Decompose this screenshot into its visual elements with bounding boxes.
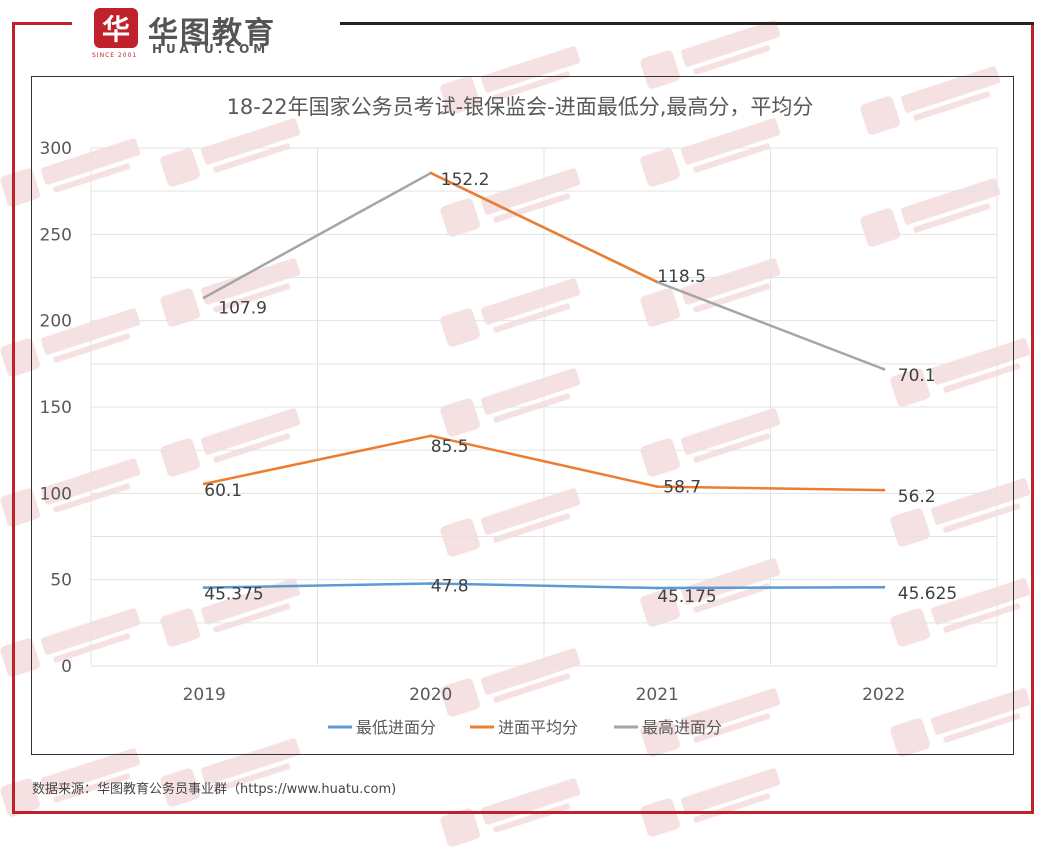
- logo-since: SINCE 2001: [92, 52, 138, 59]
- huatu-logo: 华 华图教育 HUATU.COM SINCE 2001: [92, 6, 322, 60]
- data-label: 58.7: [663, 478, 701, 498]
- series-line-1: [203, 434, 884, 492]
- data-label: 45.175: [657, 587, 716, 607]
- data-labels: 45.375 47.8 45.175 45.625 60.1 85.5 58.7 56.2 10…: [204, 170, 957, 607]
- x-tick-label: 2021: [636, 685, 679, 705]
- y-tick-label: 250: [40, 225, 72, 245]
- data-label: 152.2: [441, 170, 490, 190]
- data-point: [882, 585, 886, 589]
- logo-domain: HUATU.COM: [152, 42, 270, 56]
- legend-label: 最低进面分: [356, 718, 436, 737]
- chart-container: [31, 76, 1014, 755]
- data-label: 45.375: [204, 585, 263, 605]
- grid-lines: [90, 147, 998, 667]
- x-tick-label: 2022: [862, 685, 905, 705]
- y-tick-label: 200: [40, 312, 72, 332]
- y-tick-label: 0: [61, 657, 72, 677]
- frame-bottom-border: [12, 811, 1034, 814]
- y-tick-label: 150: [40, 398, 72, 418]
- series-lines: [202, 171, 886, 590]
- series-line-0: [204, 582, 884, 590]
- y-axis: 0 50 100 150 200 250 300: [40, 139, 72, 677]
- frame-left-border: [12, 22, 15, 814]
- data-label: 107.9: [218, 299, 267, 319]
- data-label: 47.8: [431, 576, 469, 596]
- data-label: 60.1: [204, 481, 242, 501]
- data-point: [882, 488, 886, 492]
- data-label: 45.625: [898, 584, 957, 604]
- logo-mark-text: 华: [102, 13, 130, 46]
- y-tick-label: 50: [50, 571, 72, 591]
- data-point: [655, 485, 659, 489]
- data-point: [202, 482, 206, 486]
- data-point: [429, 434, 433, 438]
- data-label: 85.5: [431, 437, 469, 457]
- chart-title: 18-22年国家公务员考试-银保监会-进面最低分,最高分，平均分: [227, 95, 814, 119]
- legend-label: 进面平均分: [498, 718, 578, 737]
- data-label: 118.5: [657, 267, 706, 287]
- data-point: [202, 296, 206, 300]
- x-tick-label: 2019: [183, 685, 226, 705]
- source-note: 数据来源：华图教育公务员事业群（https://www.huatu.com): [32, 782, 397, 797]
- line-chart: 18-22年国家公务员考试-银保监会-进面最低分,最高分，平均分 0 50 100 1…: [40, 95, 998, 737]
- data-point: [429, 581, 433, 585]
- logo-name: 华图教育: [148, 16, 276, 51]
- x-axis: 2019 2020 2021 2022: [183, 685, 906, 705]
- frame-right-border: [1031, 22, 1034, 814]
- data-point: [655, 586, 659, 590]
- huatu-logo-icon: 华: [94, 8, 138, 48]
- frame-top-accent: [12, 22, 72, 25]
- legend: 最低进面分 进面平均分 最高进面分: [328, 718, 722, 737]
- data-label: 70.1: [898, 366, 936, 386]
- series-line-highlight-segment: [430, 171, 658, 284]
- data-point: [882, 367, 886, 371]
- frame-top-line: [340, 22, 1034, 25]
- y-tick-label: 100: [40, 484, 72, 504]
- y-tick-label: 300: [40, 139, 72, 159]
- data-point: [202, 586, 206, 590]
- x-tick-label: 2020: [409, 685, 452, 705]
- data-label: 56.2: [898, 487, 936, 507]
- legend-label: 最高进面分: [642, 718, 722, 737]
